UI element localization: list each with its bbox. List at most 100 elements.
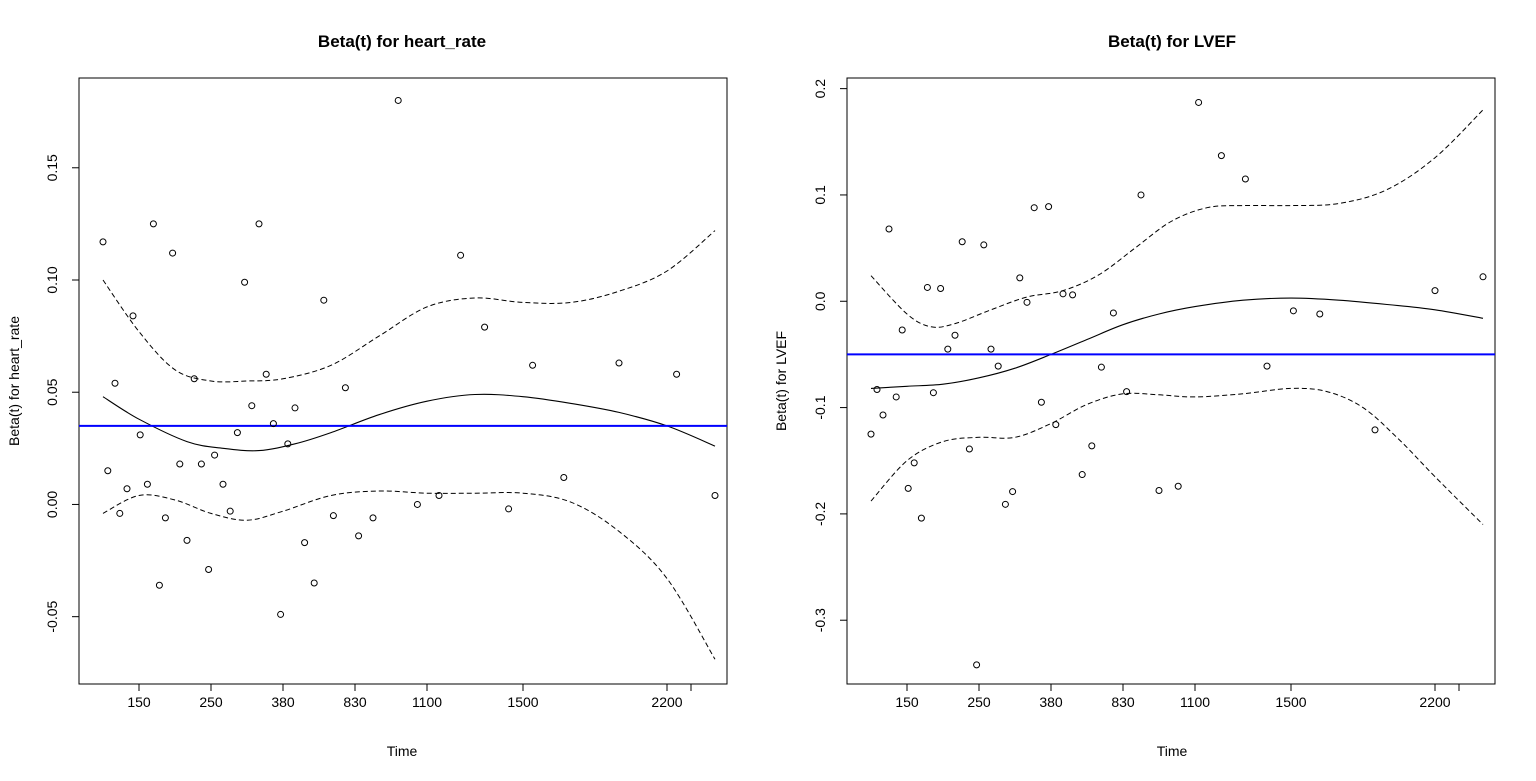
y-ticks: -0.05 0.00 0.05 0.10 0.15 bbox=[44, 154, 79, 633]
data-point bbox=[673, 370, 681, 378]
data-point bbox=[1109, 309, 1117, 317]
data-point bbox=[1052, 421, 1060, 429]
x-tick-label: 1100 bbox=[412, 694, 442, 710]
data-point bbox=[277, 610, 285, 618]
y-tick-label: -0.3 bbox=[812, 608, 828, 632]
data-point bbox=[951, 331, 959, 339]
data-point bbox=[505, 505, 513, 513]
data-point bbox=[917, 514, 925, 522]
y-ticks: -0.3 -0.2 -0.1 0.0 0.1 0.2 bbox=[812, 79, 847, 632]
data-point bbox=[987, 345, 995, 353]
x-tick-label: 380 bbox=[271, 694, 295, 710]
data-point bbox=[1217, 152, 1225, 160]
data-point bbox=[1016, 274, 1024, 282]
data-point bbox=[1037, 398, 1045, 406]
x-tick-label: 380 bbox=[1039, 694, 1063, 710]
x-tick-label: 1500 bbox=[1275, 694, 1306, 710]
data-point bbox=[136, 431, 144, 439]
data-point bbox=[1316, 310, 1324, 318]
data-point bbox=[1241, 175, 1249, 183]
data-point bbox=[169, 249, 177, 257]
data-point bbox=[1023, 298, 1031, 306]
data-point bbox=[937, 285, 945, 293]
x-tick-label: 830 bbox=[343, 694, 367, 710]
y-tick-label: 0.10 bbox=[44, 266, 60, 293]
data-point bbox=[161, 514, 169, 522]
data-point bbox=[923, 283, 931, 291]
data-point bbox=[369, 514, 377, 522]
data-point bbox=[129, 312, 137, 320]
y-tick-label: 0.0 bbox=[812, 291, 828, 311]
data-point bbox=[176, 460, 184, 468]
data-point bbox=[711, 491, 719, 499]
upper-confidence-band bbox=[102, 230, 716, 383]
data-point bbox=[219, 480, 227, 488]
data-point bbox=[1137, 191, 1145, 199]
y-tick-label: -0.2 bbox=[812, 502, 828, 526]
x-tick-label: 830 bbox=[1111, 694, 1135, 710]
data-point bbox=[341, 384, 349, 392]
data-point bbox=[355, 532, 363, 540]
x-axis-label: Time bbox=[1157, 743, 1188, 759]
panel-title: Beta(t) for heart_rate bbox=[318, 32, 486, 51]
data-point bbox=[885, 225, 893, 233]
y-tick-label: 0.05 bbox=[44, 378, 60, 405]
data-point bbox=[1069, 291, 1077, 299]
data-point bbox=[898, 326, 906, 334]
y-axis-label: Beta(t) for LVEF bbox=[773, 331, 789, 431]
x-ticks: 150 250 380 830 1100 1500 2200 bbox=[895, 684, 1460, 710]
data-point bbox=[529, 361, 537, 369]
panel-heart-rate: Beta(t) for heart_rate Time Beta(t) for … bbox=[6, 32, 728, 759]
y-tick-label: -0.05 bbox=[44, 601, 60, 633]
data-point bbox=[269, 420, 277, 428]
data-point bbox=[1155, 487, 1163, 495]
data-point bbox=[973, 661, 981, 669]
x-tick-label: 2200 bbox=[1419, 694, 1450, 710]
y-tick-label: 0.15 bbox=[44, 154, 60, 181]
data-point bbox=[320, 296, 328, 304]
panel-lvef: Beta(t) for LVEF Time Beta(t) for LVEF 1… bbox=[773, 32, 1496, 759]
data-point bbox=[116, 509, 124, 517]
data-point bbox=[1097, 363, 1105, 371]
data-point bbox=[301, 539, 309, 547]
data-point bbox=[904, 484, 912, 492]
data-point bbox=[99, 238, 107, 246]
x-tick-label: 150 bbox=[127, 694, 151, 710]
x-ticks: 150 250 380 830 1100 1500 2200 bbox=[127, 684, 692, 710]
data-point bbox=[183, 536, 191, 544]
data-point bbox=[481, 323, 489, 331]
plot-frame bbox=[78, 77, 728, 685]
data-point bbox=[1030, 204, 1038, 212]
data-point bbox=[435, 491, 443, 499]
smooth-fit-line bbox=[870, 297, 1484, 389]
data-point bbox=[262, 370, 270, 378]
data-point bbox=[1263, 362, 1271, 370]
data-point bbox=[111, 379, 119, 387]
plot-area bbox=[847, 98, 1495, 669]
data-point bbox=[1059, 290, 1067, 298]
data-point bbox=[155, 581, 163, 589]
y-tick-label: 0.2 bbox=[812, 79, 828, 99]
y-tick-label: -0.1 bbox=[812, 395, 828, 419]
y-tick-label: 0.00 bbox=[44, 491, 60, 518]
x-tick-label: 1500 bbox=[507, 694, 538, 710]
data-point bbox=[149, 220, 157, 228]
data-point bbox=[241, 278, 249, 286]
data-point bbox=[1431, 287, 1439, 295]
data-point bbox=[1088, 442, 1096, 450]
x-axis-label: Time bbox=[387, 743, 418, 759]
data-point bbox=[394, 96, 402, 104]
data-point bbox=[929, 389, 937, 397]
data-point bbox=[413, 500, 421, 508]
data-point bbox=[233, 429, 241, 437]
y-axis-label: Beta(t) for heart_rate bbox=[6, 316, 22, 446]
data-point bbox=[980, 241, 988, 249]
upper-confidence-band bbox=[870, 109, 1484, 328]
data-point bbox=[329, 512, 337, 520]
smooth-fit-line bbox=[102, 393, 716, 452]
data-point bbox=[310, 579, 318, 587]
x-tick-label: 1100 bbox=[1180, 694, 1210, 710]
data-point bbox=[1045, 203, 1053, 211]
data-point bbox=[958, 238, 966, 246]
